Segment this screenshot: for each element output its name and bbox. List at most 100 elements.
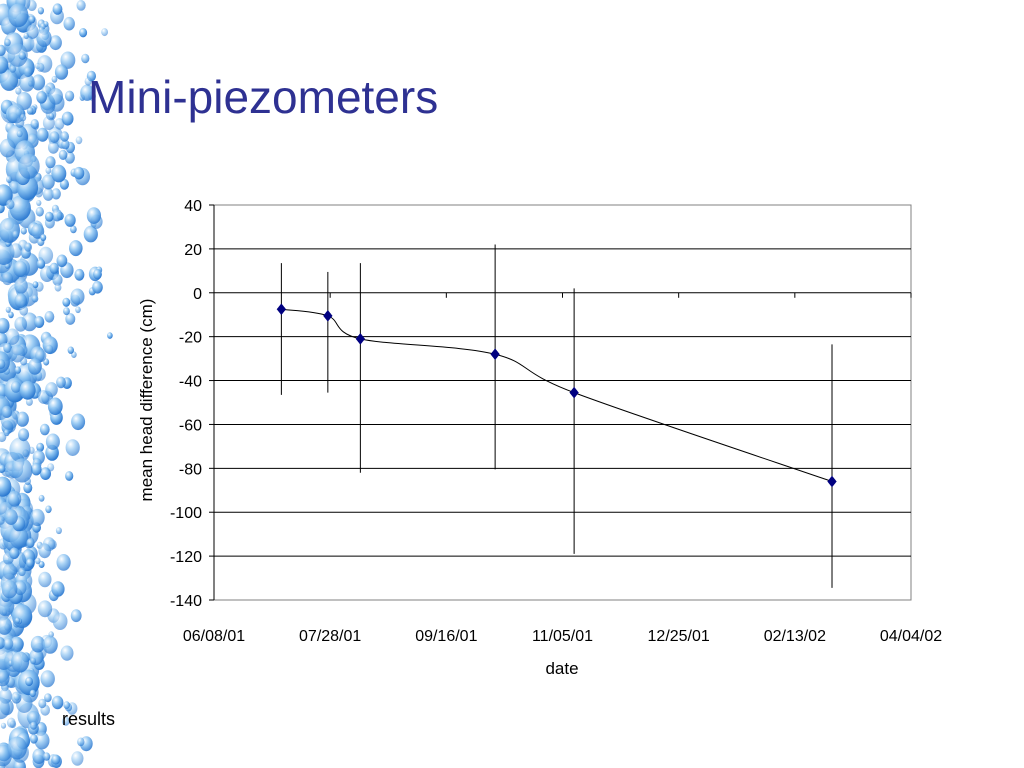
water-droplet	[3, 342, 12, 353]
water-droplet	[51, 188, 61, 200]
water-droplet	[9, 547, 20, 560]
water-droplet	[59, 178, 69, 190]
x-tick-label: 12/25/01	[648, 628, 710, 645]
x-tick-label: 04/04/02	[880, 628, 942, 645]
water-droplet	[0, 239, 15, 265]
water-droplet	[56, 254, 68, 268]
water-droplet	[84, 77, 92, 86]
water-droplet	[55, 527, 62, 535]
water-droplet	[77, 737, 85, 747]
water-droplet	[12, 230, 20, 239]
water-droplet	[25, 676, 33, 687]
data-point	[569, 386, 579, 399]
y-tick-label: -80	[179, 461, 202, 478]
water-droplet	[71, 413, 86, 431]
x-tick-label: 06/08/01	[183, 628, 245, 645]
water-droplet	[0, 317, 10, 334]
water-droplet	[14, 316, 27, 332]
y-tick-label: 0	[193, 286, 202, 303]
x-tick-label: 07/28/01	[299, 628, 361, 645]
x-tick-label: 02/13/02	[764, 628, 826, 645]
water-droplet	[80, 84, 95, 101]
water-droplet	[49, 131, 60, 144]
water-droplet	[62, 297, 71, 307]
error-bars	[280, 244, 833, 588]
water-droplet	[0, 138, 16, 158]
water-droplet	[31, 294, 39, 303]
water-droplet	[30, 721, 37, 730]
data-markers	[276, 303, 837, 488]
water-droplet	[0, 722, 7, 729]
water-droplet	[35, 206, 44, 217]
y-tick-label: -20	[179, 330, 202, 347]
water-droplet	[40, 670, 55, 688]
water-droplet	[51, 695, 64, 710]
water-droplet	[36, 91, 47, 104]
water-droplet	[52, 612, 68, 630]
x-axis-label: date	[545, 659, 578, 678]
x-tick-labels: 06/08/01 07/28/01 09/16/01 11/05/01 12/25/01…	[183, 628, 942, 645]
water-droplet	[9, 526, 29, 549]
slide-title: Mini-piezometers	[88, 71, 439, 123]
water-droplet	[7, 490, 22, 507]
water-droplet	[38, 543, 51, 559]
data-point	[490, 348, 500, 361]
water-droplet	[52, 3, 63, 15]
water-droplet	[25, 397, 33, 406]
water-droplet	[18, 428, 30, 442]
water-droplet	[0, 69, 19, 91]
water-droplet	[65, 313, 76, 325]
water-droplet	[2, 563, 17, 580]
water-droplet	[40, 467, 51, 480]
water-droplet	[38, 494, 45, 502]
water-droplet	[9, 437, 31, 463]
water-droplet	[4, 38, 11, 47]
water-droplet	[58, 149, 68, 160]
water-droplet	[20, 227, 27, 235]
water-droplet	[24, 242, 32, 252]
water-droplet	[5, 306, 11, 313]
water-droplet	[81, 53, 90, 64]
water-droplet	[79, 28, 88, 38]
water-droplet	[23, 66, 33, 78]
water-droplet	[38, 571, 52, 588]
water-droplet	[35, 557, 41, 565]
water-droplet	[8, 311, 14, 319]
water-droplet	[0, 670, 10, 687]
water-droplet	[0, 476, 12, 497]
water-droplet	[5, 328, 20, 345]
water-droplet	[30, 508, 45, 527]
water-droplet	[51, 75, 58, 83]
water-droplet	[9, 636, 24, 653]
water-droplet	[63, 701, 70, 709]
water-droplet	[70, 288, 85, 305]
water-droplet	[30, 119, 39, 129]
water-droplet	[14, 278, 28, 294]
water-droplet	[86, 207, 101, 225]
water-droplet	[15, 87, 22, 95]
water-droplet	[60, 645, 74, 661]
water-droplet	[75, 136, 83, 145]
data-point	[355, 332, 366, 345]
water-droplet	[70, 609, 82, 623]
y-tick-labels: 40 20 0 -20 -40 -60 -80 -100 -120 -140	[170, 198, 202, 610]
water-droplet	[18, 51, 26, 60]
water-droplet	[1, 272, 13, 286]
water-droplet	[7, 43, 28, 67]
water-droplet	[83, 225, 98, 243]
water-droplet	[11, 458, 33, 483]
water-droplet	[107, 332, 113, 339]
y-tick-label: -120	[170, 549, 202, 566]
water-droplet	[45, 382, 58, 397]
data-point	[276, 303, 287, 316]
water-droplet	[54, 283, 62, 292]
y-axis-label: mean head difference (cm)	[137, 299, 156, 502]
water-droplet	[31, 74, 46, 91]
water-droplet	[49, 35, 62, 51]
water-droplet	[43, 752, 51, 761]
water-droplet	[0, 464, 6, 473]
water-droplet	[61, 111, 74, 126]
water-droplet	[0, 515, 5, 525]
water-droplet	[32, 748, 46, 764]
water-droplet	[40, 234, 47, 242]
